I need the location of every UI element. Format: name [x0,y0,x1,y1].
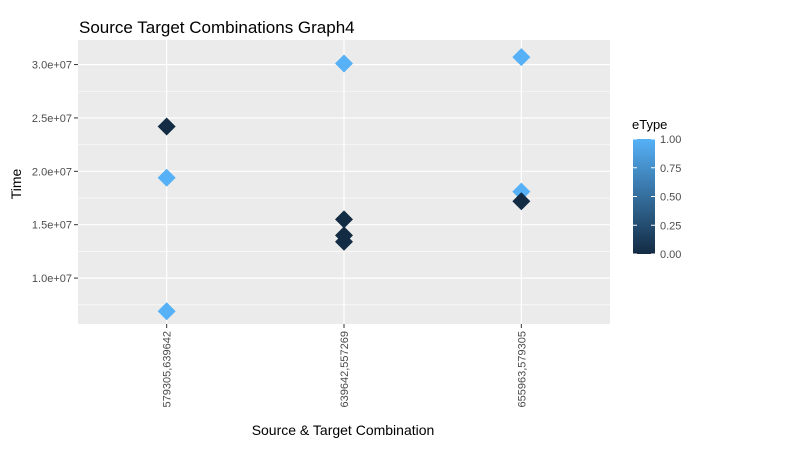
legend-tick-label: 0.75 [660,163,681,175]
y-tick-label: 3.0e+07 [32,60,72,72]
x-axis: 579305,639642 639642,557269 655963,579305 [162,324,528,407]
data-point [335,54,353,73]
y-axis-title: Time [8,168,24,199]
data-point [512,192,531,211]
data-point [157,168,176,187]
data-points [157,48,531,321]
data-point [512,48,531,67]
data-point [335,210,353,229]
y-tick-label: 1.5e+07 [32,220,72,232]
x-tick-label: 579305,639642 [162,331,174,407]
legend-tick-label: 0.00 [660,249,681,261]
data-point [157,302,176,321]
y-tick-label: 2.0e+07 [32,166,72,178]
y-tick-label: 1.0e+07 [32,273,72,285]
x-axis-title: Source & Target Combination [252,422,435,438]
chart-title: Source Target Combinations Graph4 [79,18,355,37]
y-tick-label: 2.5e+07 [32,113,72,125]
legend: eType 1.00 0.75 0.50 0.25 0.00 [632,117,681,261]
x-tick-label: 639642,557269 [339,331,351,407]
plot-panel [78,40,610,324]
data-point [335,232,353,251]
legend-tick-label: 1.00 [660,134,681,146]
legend-tick-label: 0.25 [660,220,681,232]
x-tick-label: 655963,579305 [516,331,528,407]
legend-tick-label: 0.50 [660,192,681,204]
y-axis: 1.0e+07 1.5e+07 2.0e+07 2.5e+07 3.0e+07 [32,60,78,285]
legend-title: eType [632,117,667,132]
legend-colorbar [633,139,655,254]
data-point [157,117,176,136]
data-point [512,182,531,201]
